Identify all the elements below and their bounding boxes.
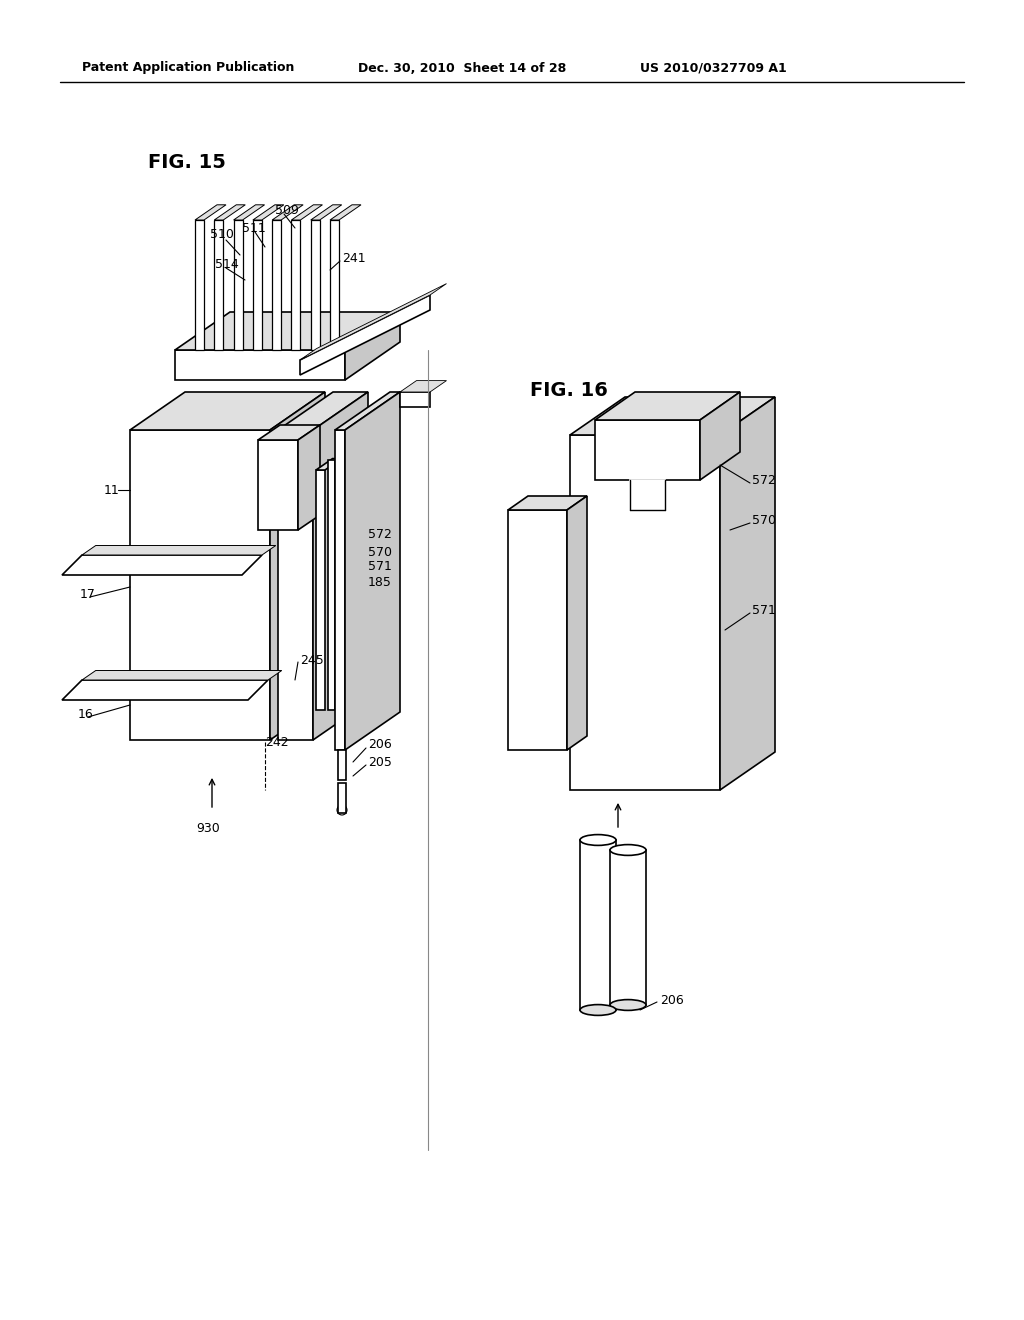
Text: 206: 206 <box>660 994 684 1006</box>
Polygon shape <box>292 205 323 220</box>
Text: 571: 571 <box>368 561 392 573</box>
Polygon shape <box>300 294 430 375</box>
Polygon shape <box>570 397 775 436</box>
Polygon shape <box>330 220 339 350</box>
Polygon shape <box>508 510 567 750</box>
Polygon shape <box>175 350 345 380</box>
Polygon shape <box>720 397 775 789</box>
Polygon shape <box>278 430 313 741</box>
Polygon shape <box>82 545 275 554</box>
Polygon shape <box>335 430 345 750</box>
Polygon shape <box>278 392 368 430</box>
Polygon shape <box>338 750 346 780</box>
Polygon shape <box>292 220 300 350</box>
Text: 570: 570 <box>368 545 392 558</box>
Polygon shape <box>700 392 740 480</box>
Polygon shape <box>270 392 325 741</box>
Polygon shape <box>175 312 400 350</box>
Polygon shape <box>330 205 361 220</box>
Polygon shape <box>300 284 446 360</box>
Text: 11: 11 <box>104 483 120 496</box>
Polygon shape <box>338 783 346 813</box>
Text: 510: 510 <box>210 228 233 242</box>
Polygon shape <box>310 220 319 350</box>
Text: Dec. 30, 2010  Sheet 14 of 28: Dec. 30, 2010 Sheet 14 of 28 <box>358 62 566 74</box>
Polygon shape <box>328 459 335 710</box>
Polygon shape <box>630 480 665 510</box>
Polygon shape <box>335 392 400 430</box>
Polygon shape <box>508 496 587 510</box>
Polygon shape <box>195 220 204 350</box>
Text: 572: 572 <box>368 528 392 541</box>
Polygon shape <box>595 392 740 420</box>
Text: 242: 242 <box>265 735 289 748</box>
Text: 16: 16 <box>78 709 94 722</box>
Ellipse shape <box>610 999 646 1010</box>
Polygon shape <box>258 440 298 531</box>
Polygon shape <box>195 205 226 220</box>
Polygon shape <box>345 312 400 380</box>
Polygon shape <box>253 220 262 350</box>
Text: 241: 241 <box>342 252 366 264</box>
Polygon shape <box>233 205 264 220</box>
Polygon shape <box>567 496 587 750</box>
Polygon shape <box>62 680 268 700</box>
Polygon shape <box>272 220 282 350</box>
Text: FIG. 16: FIG. 16 <box>530 380 608 400</box>
Polygon shape <box>610 850 646 1005</box>
Polygon shape <box>130 430 270 741</box>
Polygon shape <box>82 671 282 680</box>
Polygon shape <box>316 470 325 710</box>
Circle shape <box>278 480 286 488</box>
Polygon shape <box>345 392 400 750</box>
Circle shape <box>275 478 289 492</box>
Text: 571: 571 <box>752 603 776 616</box>
Text: 930: 930 <box>196 821 220 834</box>
Polygon shape <box>580 840 616 1010</box>
Text: FIG. 15: FIG. 15 <box>148 153 226 173</box>
Polygon shape <box>258 425 319 440</box>
Text: 185: 185 <box>368 576 392 589</box>
Polygon shape <box>272 205 303 220</box>
Polygon shape <box>62 554 262 576</box>
Polygon shape <box>214 205 246 220</box>
Polygon shape <box>400 392 430 407</box>
Polygon shape <box>316 458 341 470</box>
Text: 511: 511 <box>242 222 266 235</box>
Polygon shape <box>570 436 720 789</box>
Polygon shape <box>400 380 446 392</box>
Polygon shape <box>298 425 319 531</box>
Ellipse shape <box>610 845 646 855</box>
Ellipse shape <box>580 834 616 845</box>
Polygon shape <box>233 220 243 350</box>
Polygon shape <box>313 392 368 741</box>
Text: 509: 509 <box>275 203 299 216</box>
Polygon shape <box>253 205 284 220</box>
Text: 572: 572 <box>752 474 776 487</box>
Text: 205: 205 <box>368 755 392 768</box>
Polygon shape <box>130 392 325 430</box>
Text: Patent Application Publication: Patent Application Publication <box>82 62 294 74</box>
Text: 17: 17 <box>80 589 96 602</box>
Polygon shape <box>310 205 342 220</box>
Polygon shape <box>595 420 700 480</box>
Polygon shape <box>214 220 223 350</box>
Text: 514: 514 <box>215 259 239 272</box>
Circle shape <box>337 805 347 814</box>
Text: US 2010/0327709 A1: US 2010/0327709 A1 <box>640 62 786 74</box>
Text: 570: 570 <box>752 513 776 527</box>
Ellipse shape <box>580 1005 616 1015</box>
Text: 206: 206 <box>368 738 392 751</box>
Text: 245: 245 <box>300 653 324 667</box>
